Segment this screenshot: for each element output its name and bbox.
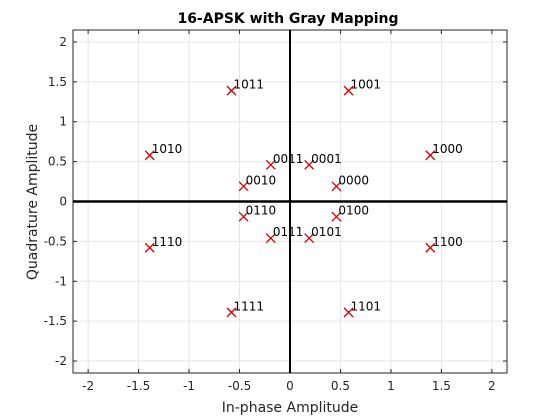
point-label-1101: 1101 bbox=[351, 299, 382, 313]
point-label-0110: 0110 bbox=[246, 204, 277, 218]
constellation-point bbox=[331, 211, 342, 222]
constellation-point bbox=[238, 181, 249, 192]
y-tick-label: 0.5 bbox=[48, 155, 67, 169]
x-marker-stroke bbox=[343, 85, 354, 96]
constellation-point bbox=[238, 211, 249, 222]
y-tick-label: -1.5 bbox=[44, 314, 67, 328]
constellation-point bbox=[144, 150, 155, 161]
x-marker-stroke bbox=[226, 307, 237, 318]
y-tick-label: 2 bbox=[59, 35, 67, 49]
x-marker-stroke bbox=[331, 181, 342, 192]
constellation-point bbox=[265, 233, 276, 244]
x-tick-label: 1 bbox=[387, 379, 395, 393]
x-marker-stroke bbox=[238, 181, 249, 192]
x-marker-stroke bbox=[304, 233, 315, 244]
constellation-point bbox=[343, 85, 354, 96]
point-label-0010: 0010 bbox=[246, 173, 277, 187]
x-marker-stroke bbox=[144, 242, 155, 253]
y-tick-label: -0.5 bbox=[44, 234, 67, 248]
x-marker-stroke bbox=[425, 242, 436, 253]
x-tick-label: -1 bbox=[183, 379, 195, 393]
x-tick-label: -1.5 bbox=[127, 379, 150, 393]
x-tick-label: -2 bbox=[82, 379, 94, 393]
point-label-1110: 1110 bbox=[152, 235, 183, 249]
point-label-0100: 0100 bbox=[338, 204, 369, 218]
point-label-1011: 1011 bbox=[233, 78, 264, 92]
constellation-point bbox=[304, 159, 315, 170]
x-marker-stroke bbox=[265, 159, 276, 170]
constellation-point bbox=[343, 307, 354, 318]
point-label-0011: 0011 bbox=[273, 152, 304, 166]
x-marker-stroke bbox=[331, 211, 342, 222]
point-label-0111: 0111 bbox=[273, 225, 304, 239]
constellation-point bbox=[425, 150, 436, 161]
constellation-point bbox=[226, 307, 237, 318]
x-marker-stroke bbox=[425, 150, 436, 161]
y-tick-label: -2 bbox=[55, 354, 67, 368]
x-marker-stroke bbox=[265, 233, 276, 244]
x-marker-stroke bbox=[304, 159, 315, 170]
point-label-0101: 0101 bbox=[311, 225, 342, 239]
plot-area: -2 -1.5 -1 -0.5 0 0.5 1 1.5 2 -2 -1.5 -1 -0.5 0 0.5 1 1.… bbox=[44, 29, 508, 393]
x-tick-label: 2 bbox=[488, 379, 496, 393]
x-tick-label: 0.5 bbox=[331, 379, 350, 393]
constellation-point bbox=[144, 242, 155, 253]
point-label-1100: 1100 bbox=[432, 235, 463, 249]
y-tick-label: 1 bbox=[59, 115, 67, 129]
y-tick-label: -1 bbox=[55, 274, 67, 288]
constellation-point bbox=[425, 242, 436, 253]
point-label-1010: 1010 bbox=[152, 142, 183, 156]
x-tick-label: 1.5 bbox=[432, 379, 451, 393]
point-label-0001: 0001 bbox=[311, 152, 342, 166]
y-tick-label: 1.5 bbox=[48, 75, 67, 89]
x-tick-label: 0 bbox=[286, 379, 294, 393]
point-label-1111: 1111 bbox=[233, 299, 264, 313]
x-marker-stroke bbox=[144, 150, 155, 161]
constellation-point bbox=[226, 85, 237, 96]
point-label-1000: 1000 bbox=[432, 142, 463, 156]
x-marker-stroke bbox=[226, 85, 237, 96]
constellation-point bbox=[331, 181, 342, 192]
point-label-1001: 1001 bbox=[351, 78, 382, 92]
constellation-point bbox=[265, 159, 276, 170]
point-label-0000: 0000 bbox=[338, 173, 369, 187]
x-marker-stroke bbox=[238, 211, 249, 222]
y-axis-title: Quadrature Amplitude bbox=[25, 124, 41, 280]
y-tick-label: 0 bbox=[59, 195, 67, 209]
x-marker-stroke bbox=[343, 307, 354, 318]
x-tick-label: -0.5 bbox=[228, 379, 251, 393]
x-axis-title: In-phase Amplitude bbox=[222, 400, 359, 416]
constellation-point bbox=[304, 233, 315, 244]
chart-title: 16-APSK with Gray Mapping bbox=[177, 11, 398, 27]
